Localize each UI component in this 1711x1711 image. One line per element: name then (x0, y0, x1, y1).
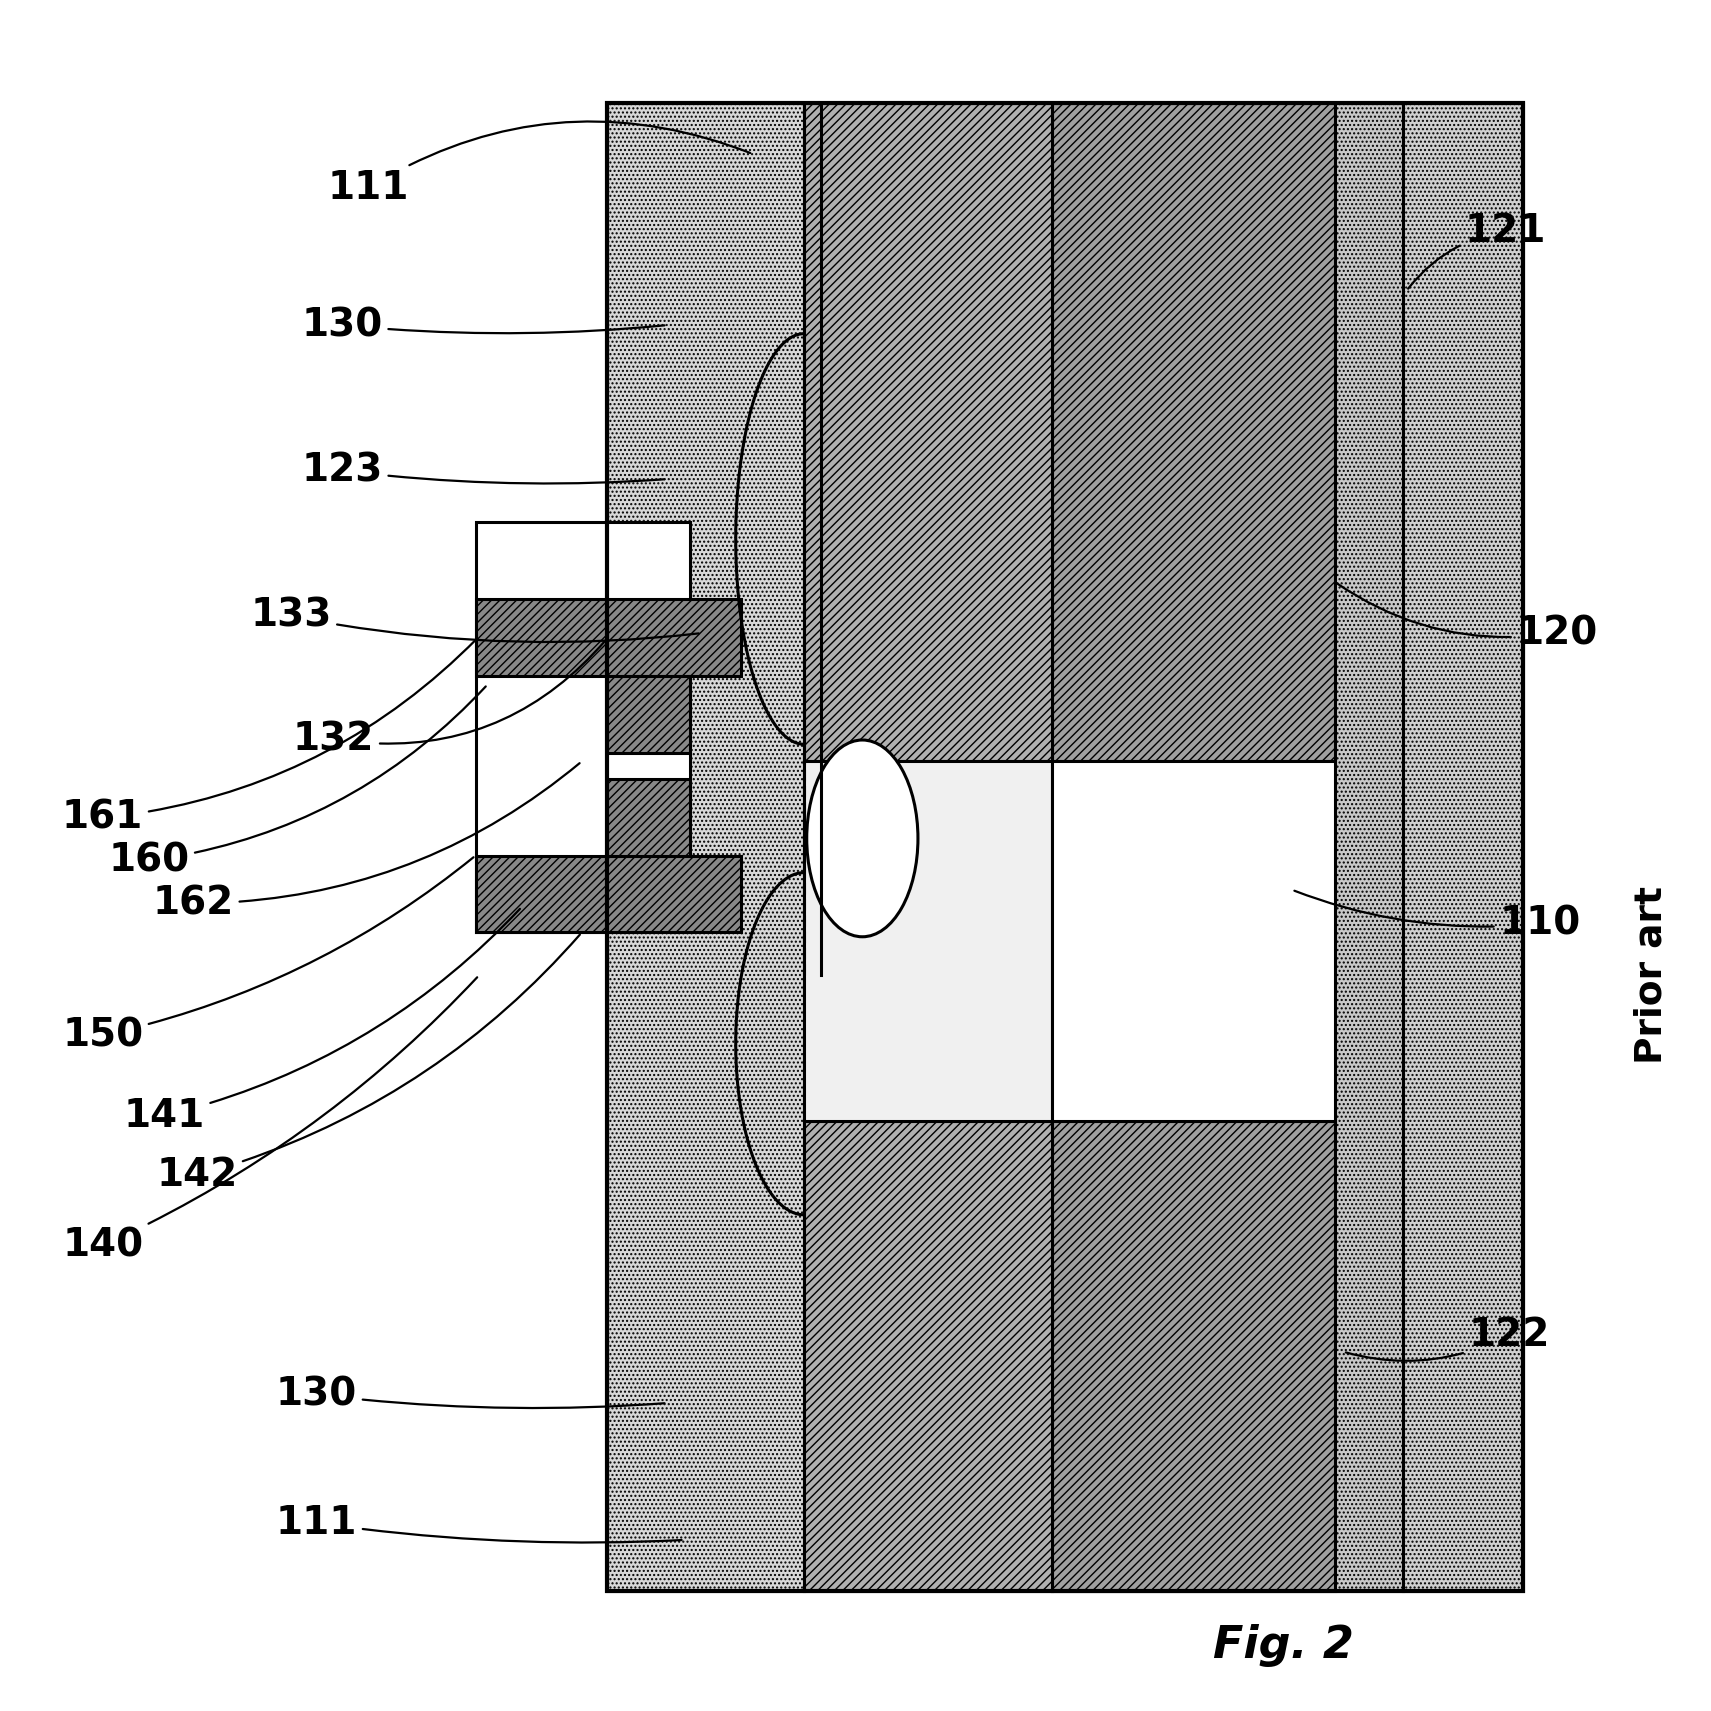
Text: Fig. 2: Fig. 2 (1213, 1624, 1353, 1668)
Text: 120: 120 (1336, 583, 1598, 652)
Text: 162: 162 (152, 763, 580, 922)
Ellipse shape (808, 739, 917, 938)
Bar (804, 1121, 1052, 1591)
Bar (1052, 103, 1403, 1591)
Bar (1052, 1121, 1335, 1591)
Text: 111: 111 (327, 121, 749, 207)
Text: 130: 130 (275, 1376, 664, 1413)
Text: 123: 123 (301, 452, 664, 489)
Bar (804, 103, 1052, 761)
Text: 142: 142 (156, 934, 580, 1194)
Bar (476, 599, 741, 676)
Text: 141: 141 (123, 909, 520, 1134)
Text: 161: 161 (62, 638, 477, 837)
Bar (1052, 761, 1335, 1121)
Bar (1403, 103, 1523, 1591)
Text: 122: 122 (1347, 1316, 1550, 1360)
Text: 110: 110 (1295, 891, 1581, 943)
Bar (476, 522, 690, 932)
Text: 111: 111 (275, 1504, 681, 1543)
Text: Prior art: Prior art (1632, 886, 1670, 1064)
Text: 140: 140 (62, 977, 477, 1264)
Bar (607, 103, 804, 1591)
Text: 160: 160 (108, 686, 486, 879)
Bar (607, 779, 690, 856)
Bar (607, 676, 690, 753)
Bar (476, 856, 741, 932)
Text: 133: 133 (250, 597, 698, 642)
Text: 121: 121 (1408, 212, 1547, 289)
Text: 130: 130 (301, 306, 664, 344)
Text: 150: 150 (62, 857, 474, 1054)
Text: 132: 132 (293, 640, 606, 758)
Bar (804, 761, 1052, 1121)
Bar (607, 103, 1523, 1591)
Bar (1052, 103, 1335, 761)
